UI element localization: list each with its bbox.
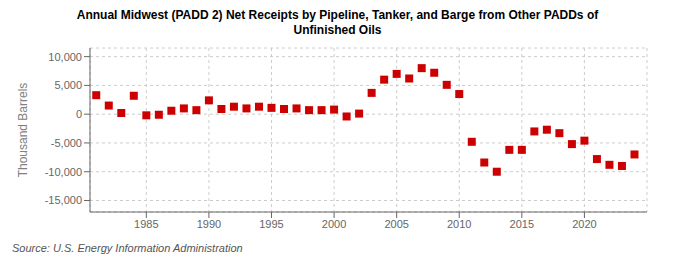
svg-text:2015: 2015: [510, 218, 534, 230]
svg-text:2020: 2020: [572, 218, 596, 230]
svg-text:2010: 2010: [447, 218, 471, 230]
html-text:Annual Midwest (PADD 2) Net Re: Annual Midwest (PADD 2) Net Receipts by …: [76, 8, 599, 22]
svg-text:1985: 1985: [134, 218, 158, 230]
svg-text:-10,000: -10,000: [45, 166, 82, 178]
svg-text:0: 0: [76, 108, 82, 120]
svg-text:Thousand Barrels: Thousand Barrels: [16, 83, 30, 178]
svg-text:2000: 2000: [322, 218, 346, 230]
svg-text:2005: 2005: [384, 218, 408, 230]
html-text:Source: U.S. Energy Informatio: Source: U.S. Energy Information Administ…: [12, 242, 243, 254]
html-text:Unfinished Oils: Unfinished Oils: [293, 23, 382, 37]
svg-text:-15,000: -15,000: [45, 194, 82, 206]
svg-text:5,000: 5,000: [54, 79, 82, 91]
svg-text:-5,000: -5,000: [51, 137, 82, 149]
svg-text:1995: 1995: [259, 218, 283, 230]
svg-text:1990: 1990: [197, 218, 221, 230]
svg-text:10,000: 10,000: [48, 51, 82, 63]
